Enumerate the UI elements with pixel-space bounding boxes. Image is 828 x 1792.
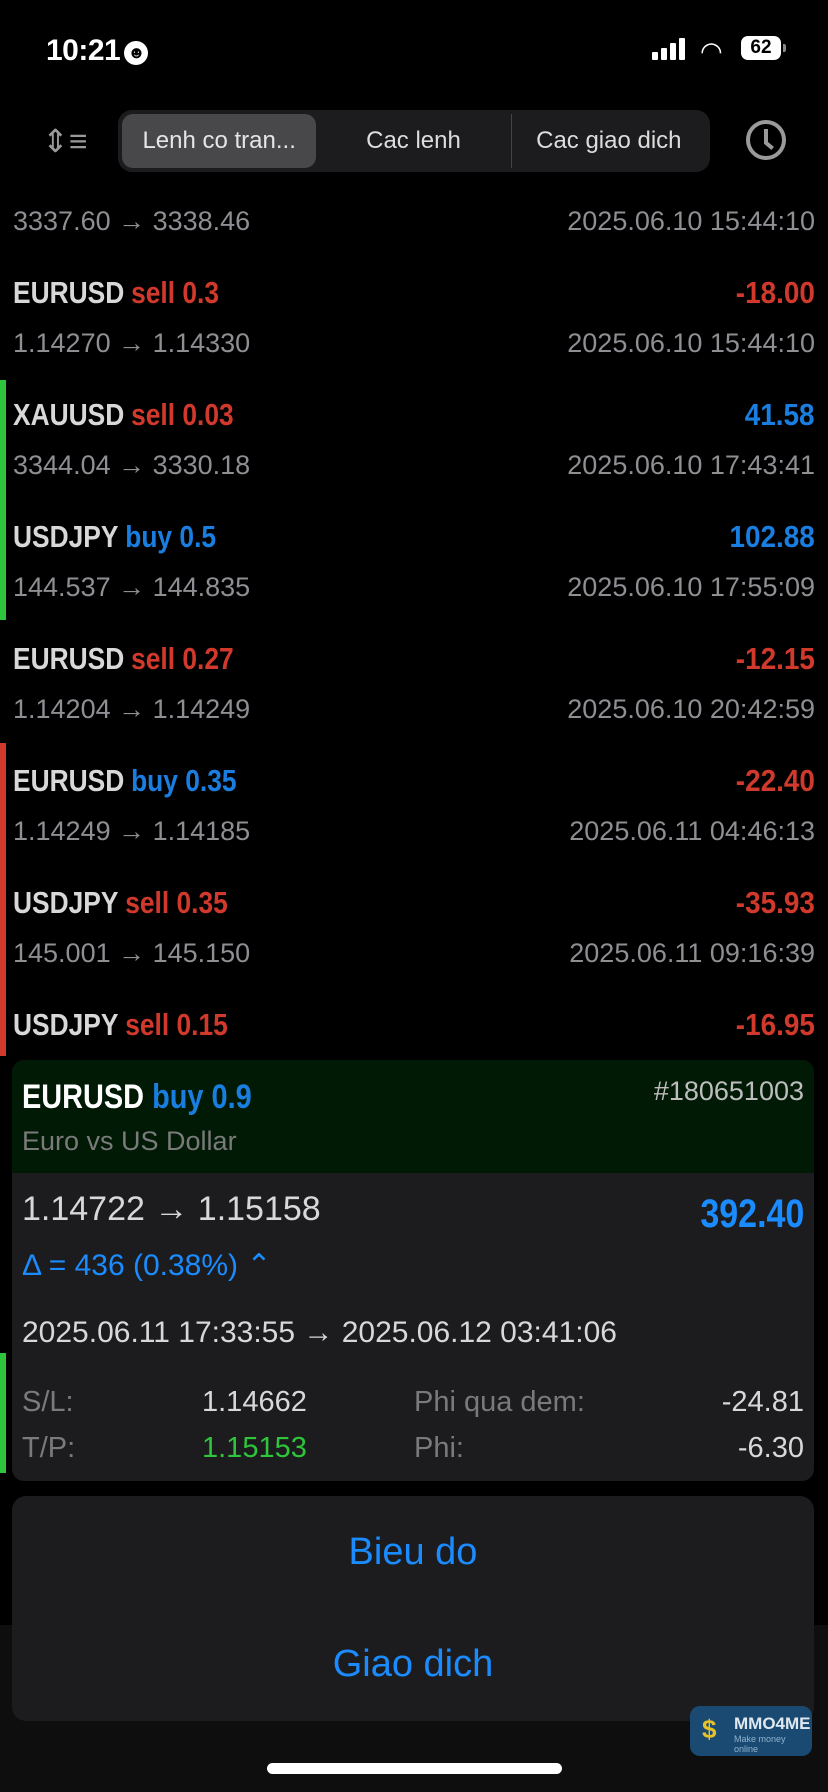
row-prices: 145.001 → 145.150 bbox=[13, 938, 251, 968]
history-clock-icon[interactable] bbox=[746, 120, 786, 160]
row-profit: -12.15 bbox=[735, 641, 815, 676]
watermark-logo: $ MMO4ME Make money online bbox=[690, 1706, 812, 1756]
status-bar: 10:21 ☻ ◠ 62 bbox=[0, 0, 828, 100]
card-delta[interactable]: Δ = 436 (0.38%) ⌃ bbox=[22, 1249, 272, 1282]
row-profit: 102.88 bbox=[729, 519, 815, 554]
row-profit: -35.93 bbox=[735, 885, 815, 920]
position-row[interactable]: EURUSD buy 0.35 -22.40 1.14249 → 1.14185 202… bbox=[0, 763, 828, 885]
row-symbol: USDJPY buy 0.5 bbox=[13, 519, 217, 554]
fee-label: Phi: bbox=[414, 1432, 464, 1464]
card-header: EURUSD buy 0.9 Euro vs US Dollar #180651… bbox=[12, 1060, 814, 1173]
row-symbol: EURUSD buy 0.35 bbox=[13, 763, 237, 798]
position-row[interactable]: EURUSD sell 0.27 -12.15 1.14204 → 1.14249 20… bbox=[0, 641, 828, 763]
position-row[interactable]: USDJPY sell 0.15 -16.95 bbox=[0, 1007, 828, 1129]
row-symbol: EURUSD sell 0.27 bbox=[13, 641, 234, 676]
row-symbol: EURUSD sell 0.3 bbox=[13, 275, 220, 310]
row-time: 2025.06.10 20:42:59 bbox=[567, 694, 815, 724]
tp-value: 1.15153 bbox=[202, 1432, 307, 1464]
row-time: 2025.06.10 15:44:10 bbox=[567, 328, 815, 358]
toolbar: ⇕≡ Lenh co tran... Cac lenh Cac giao dic… bbox=[0, 108, 828, 174]
row-profit: -16.95 bbox=[735, 1007, 815, 1042]
row-prices: 3337.60 → 3338.46 bbox=[13, 206, 251, 236]
cellular-signal-icon bbox=[652, 38, 685, 60]
row-symbol: USDJPY sell 0.35 bbox=[13, 885, 228, 920]
segmented-tabs: Lenh co tran... Cac lenh Cac giao dich bbox=[118, 110, 710, 172]
group-indicator-green bbox=[0, 380, 6, 620]
row-prices: 1.14204 → 1.14249 bbox=[13, 694, 251, 724]
selected-position-card[interactable]: EURUSD buy 0.9 Euro vs US Dollar #180651… bbox=[12, 1060, 814, 1481]
action-sheet: Bieu do Giao dich bbox=[12, 1496, 814, 1721]
group-indicator-red bbox=[0, 743, 6, 1056]
row-symbol: XAUUSD sell 0.03 bbox=[13, 397, 234, 432]
card-profit: 392.40 bbox=[700, 1192, 804, 1236]
position-row[interactable]: 3337.60 → 3338.46 2025.06.10 15:44:10 bbox=[0, 153, 828, 275]
position-row[interactable]: USDJPY sell 0.35 -35.93 145.001 → 145.150 20… bbox=[0, 885, 828, 1007]
swap-value: -24.81 bbox=[721, 1386, 804, 1418]
card-description: Euro vs US Dollar bbox=[22, 1126, 237, 1156]
row-time: 2025.06.11 04:46:13 bbox=[569, 816, 815, 846]
sl-label: S/L: bbox=[22, 1386, 74, 1418]
tab-deals[interactable]: Cac giao dich bbox=[510, 114, 706, 168]
card-prices: 1.14722 → 1.15158 bbox=[22, 1190, 321, 1228]
clock-time: 10:21 ☻ bbox=[46, 34, 149, 68]
wifi-icon: ◠ bbox=[700, 36, 723, 66]
row-profit: 41.58 bbox=[745, 397, 815, 432]
tab-orders[interactable]: Cac lenh bbox=[366, 127, 461, 154]
card-ticket-id: #180651003 bbox=[653, 1076, 804, 1106]
row-symbol: USDJPY sell 0.15 bbox=[13, 1007, 228, 1042]
row-profit: -22.40 bbox=[735, 763, 815, 798]
swap-label: Phi qua dem: bbox=[414, 1386, 585, 1418]
chevron-up-icon: ⌃ bbox=[246, 1249, 272, 1282]
row-prices: 1.14270 → 1.14330 bbox=[13, 328, 251, 358]
row-prices: 3344.04 → 3330.18 bbox=[13, 450, 251, 480]
row-time: 2025.06.10 17:55:09 bbox=[567, 572, 815, 602]
row-time: 2025.06.10 17:43:41 bbox=[567, 450, 815, 480]
card-times: 2025.06.11 17:33:55 → 2025.06.12 03:41:0… bbox=[22, 1316, 617, 1349]
home-indicator[interactable] bbox=[267, 1763, 562, 1774]
position-row[interactable]: XAUUSD sell 0.03 41.58 3344.04 → 3330.18 202… bbox=[0, 397, 828, 519]
chart-button[interactable]: Bieu do bbox=[348, 1531, 478, 1573]
battery-icon: 62 bbox=[741, 36, 786, 60]
position-row[interactable]: USDJPY buy 0.5 102.88 144.537 → 144.835 2025… bbox=[0, 519, 828, 641]
trade-button[interactable]: Giao dich bbox=[332, 1643, 494, 1685]
tp-label: T/P: bbox=[22, 1432, 76, 1464]
row-time: 2025.06.10 15:44:10 bbox=[567, 206, 815, 236]
fee-value: -6.30 bbox=[737, 1432, 804, 1464]
card-symbol: EURUSD buy 0.9 bbox=[22, 1078, 252, 1116]
position-row[interactable]: EURUSD sell 0.3 -18.00 1.14270 → 1.14330 202… bbox=[0, 275, 828, 397]
row-profit: -18.00 bbox=[735, 275, 815, 310]
sort-icon[interactable]: ⇕≡ bbox=[42, 123, 88, 159]
row-prices: 1.14249 → 1.14185 bbox=[13, 816, 251, 846]
smiley-icon: ☻ bbox=[124, 41, 149, 65]
group-indicator-green bbox=[0, 1353, 6, 1473]
row-time: 2025.06.11 09:16:39 bbox=[569, 938, 815, 968]
tab-positions[interactable]: Lenh co tran... bbox=[122, 114, 317, 168]
sl-value: 1.14662 bbox=[202, 1386, 307, 1418]
row-prices: 144.537 → 144.835 bbox=[13, 572, 251, 602]
